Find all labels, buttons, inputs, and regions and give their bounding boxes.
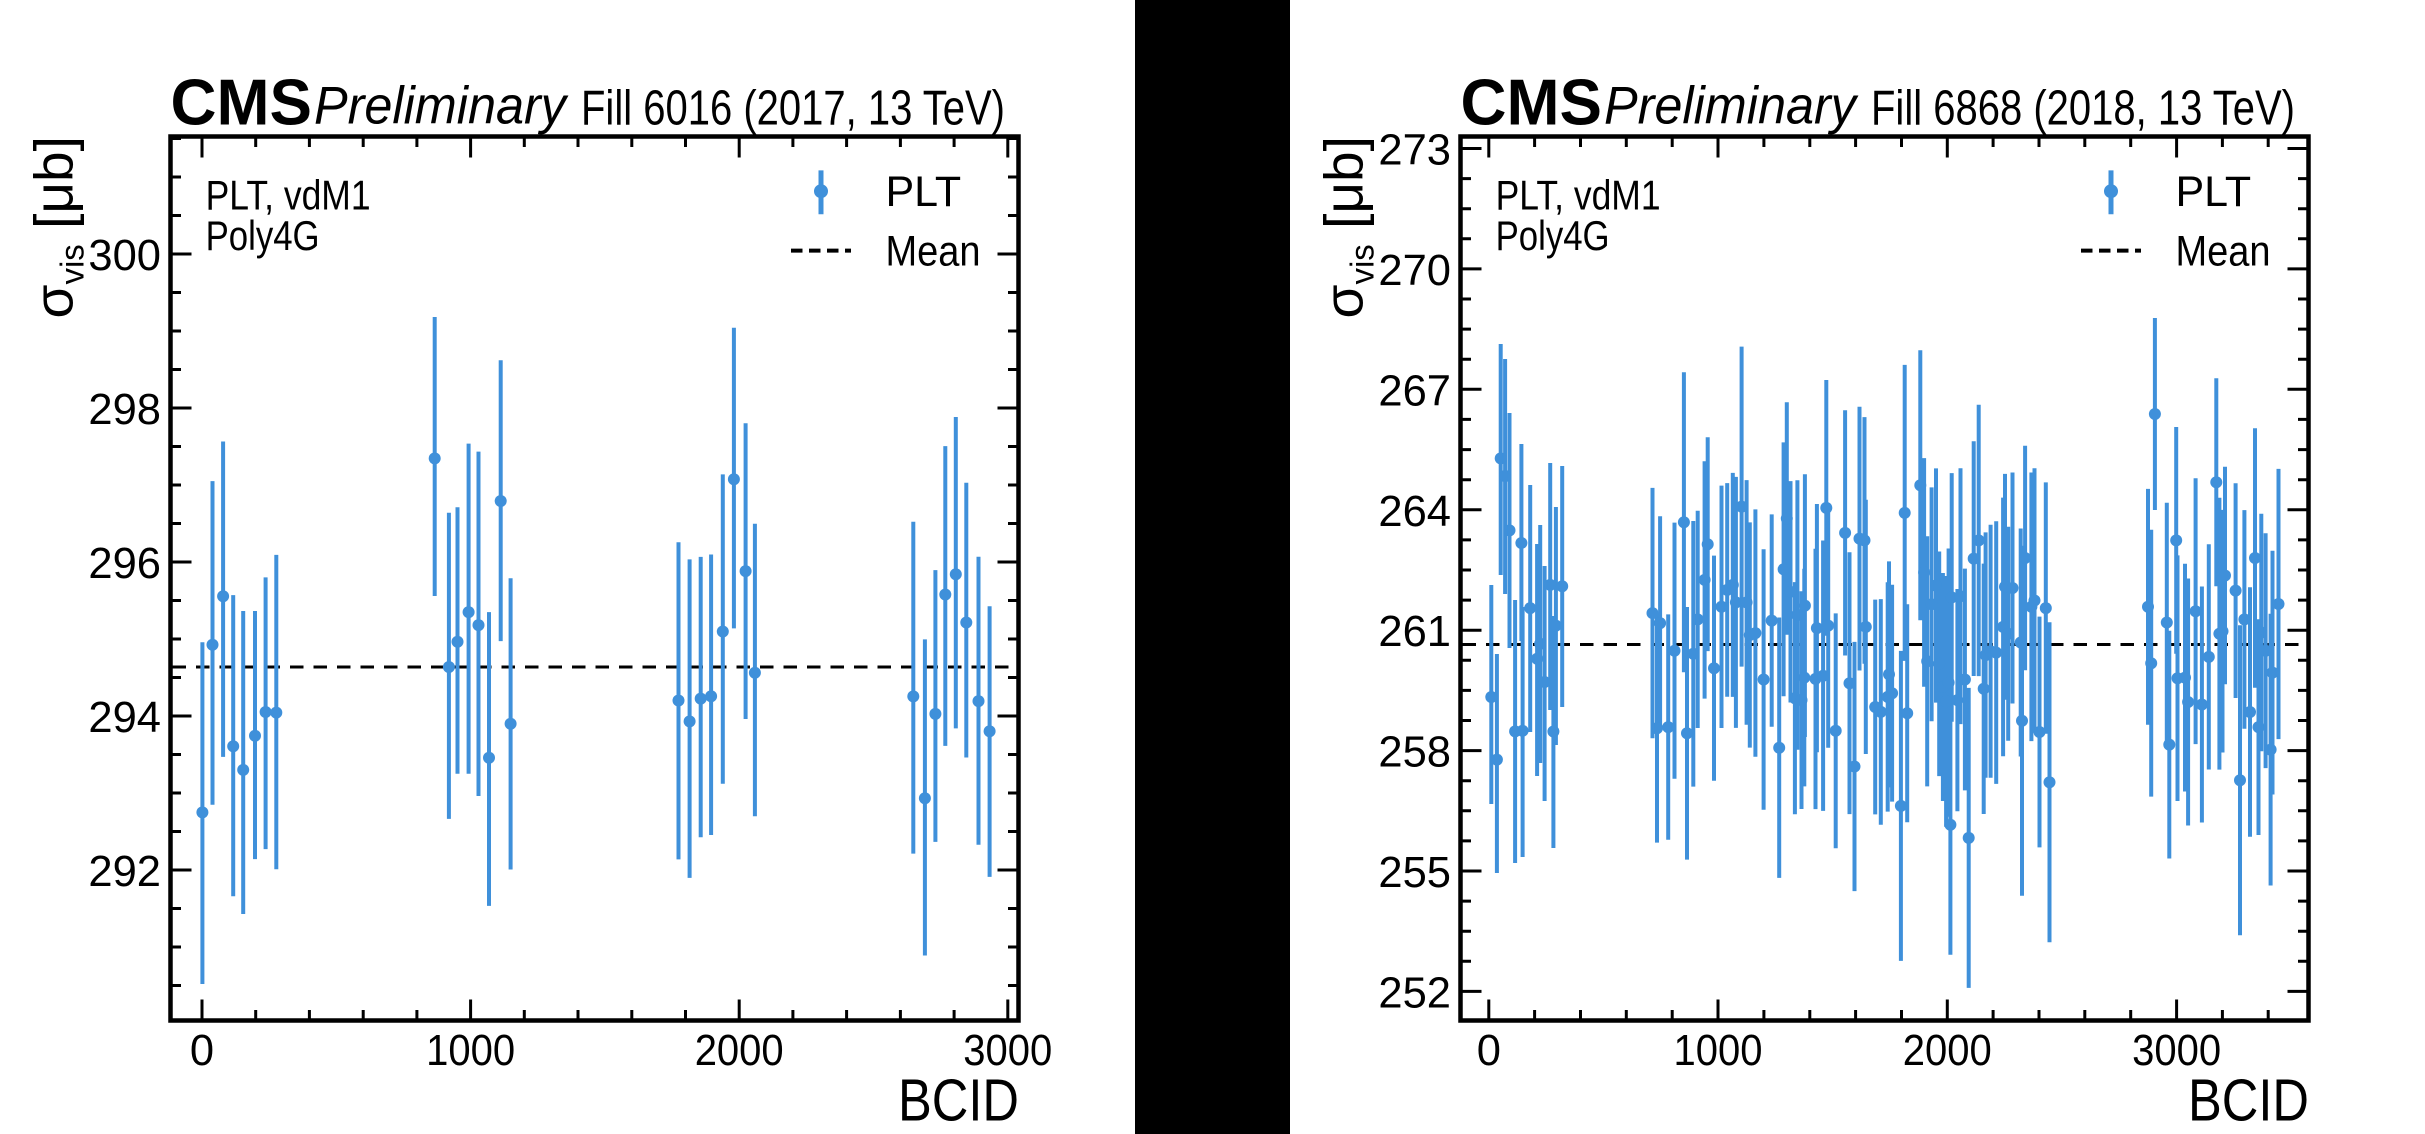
svg-text:Fill 6016 (2017, 13 TeV): Fill 6016 (2017, 13 TeV) [581, 81, 1005, 135]
svg-text:Preliminary: Preliminary [314, 77, 569, 136]
svg-text:2000: 2000 [695, 1027, 784, 1075]
svg-text:0: 0 [190, 1027, 214, 1075]
svg-text:264: 264 [1378, 488, 1451, 536]
svg-text:PLT, vdM1: PLT, vdM1 [206, 172, 371, 219]
svg-text:σvis [μb]: σvis [μb] [23, 136, 91, 318]
svg-text:PLT: PLT [886, 168, 962, 216]
svg-text:3000: 3000 [2132, 1027, 2221, 1075]
svg-text:1000: 1000 [1674, 1027, 1763, 1075]
svg-text:σvis [μb]: σvis [μb] [1313, 136, 1381, 318]
svg-text:1000: 1000 [426, 1027, 515, 1075]
svg-text:252: 252 [1378, 969, 1451, 1017]
svg-text:Preliminary: Preliminary [1604, 77, 1859, 136]
svg-text:BCID: BCID [898, 1068, 1019, 1134]
svg-text:298: 298 [88, 386, 161, 434]
svg-text:273: 273 [1378, 127, 1451, 175]
svg-text:270: 270 [1378, 247, 1451, 295]
svg-text:CMS: CMS [1461, 66, 1603, 139]
svg-text:Poly4G: Poly4G [206, 212, 320, 259]
svg-text:Poly4G: Poly4G [1496, 212, 1610, 259]
svg-text:296: 296 [88, 540, 161, 588]
svg-text:300: 300 [88, 232, 161, 280]
svg-text:Fill 6868 (2018, 13 TeV): Fill 6868 (2018, 13 TeV) [1871, 81, 2295, 135]
svg-text:261: 261 [1378, 608, 1451, 656]
svg-text:258: 258 [1378, 729, 1451, 777]
svg-text:Mean: Mean [2176, 228, 2271, 276]
svg-text:CMS: CMS [171, 66, 313, 139]
svg-text:255: 255 [1378, 849, 1451, 897]
svg-text:PLT, vdM1: PLT, vdM1 [1496, 172, 1661, 219]
svg-text:Mean: Mean [886, 228, 981, 276]
svg-text:294: 294 [88, 694, 161, 742]
svg-text:292: 292 [88, 848, 161, 896]
svg-text:BCID: BCID [2188, 1068, 2309, 1134]
svg-text:PLT: PLT [2176, 168, 2252, 216]
svg-text:267: 267 [1378, 367, 1451, 415]
svg-text:2000: 2000 [1903, 1027, 1992, 1075]
svg-text:3000: 3000 [963, 1027, 1052, 1075]
svg-text:0: 0 [1477, 1027, 1501, 1075]
